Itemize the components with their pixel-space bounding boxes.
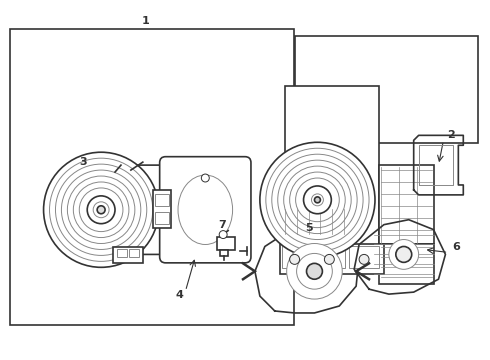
Text: 4: 4 bbox=[175, 290, 183, 300]
Circle shape bbox=[303, 186, 331, 214]
Circle shape bbox=[389, 239, 418, 269]
Circle shape bbox=[290, 172, 345, 228]
Bar bbox=[379, 165, 434, 244]
Circle shape bbox=[68, 176, 135, 243]
Text: 1: 1 bbox=[142, 16, 149, 26]
Circle shape bbox=[55, 164, 147, 255]
Bar bbox=[285, 86, 379, 260]
FancyBboxPatch shape bbox=[106, 165, 171, 255]
Ellipse shape bbox=[178, 175, 233, 244]
Circle shape bbox=[324, 255, 334, 264]
Circle shape bbox=[284, 166, 351, 234]
Bar bbox=[10, 29, 294, 325]
Circle shape bbox=[315, 197, 320, 203]
Circle shape bbox=[396, 247, 412, 262]
Circle shape bbox=[312, 194, 323, 206]
Circle shape bbox=[201, 174, 209, 182]
Circle shape bbox=[219, 231, 227, 239]
Circle shape bbox=[87, 196, 115, 224]
Circle shape bbox=[260, 142, 375, 257]
Circle shape bbox=[290, 255, 299, 264]
Circle shape bbox=[307, 264, 322, 279]
Circle shape bbox=[272, 154, 363, 246]
Bar bbox=[153, 190, 171, 228]
Bar bbox=[316, 247, 345, 268]
Circle shape bbox=[296, 253, 332, 289]
Circle shape bbox=[61, 170, 141, 249]
Text: 5: 5 bbox=[306, 222, 313, 233]
Circle shape bbox=[278, 160, 357, 239]
Bar bbox=[220, 251, 228, 256]
FancyBboxPatch shape bbox=[160, 157, 251, 263]
Text: 2: 2 bbox=[447, 130, 455, 140]
Circle shape bbox=[97, 206, 105, 214]
Text: 7: 7 bbox=[219, 220, 226, 230]
Bar bbox=[217, 237, 235, 251]
Bar bbox=[294, 36, 478, 143]
Bar bbox=[349, 247, 379, 268]
Bar bbox=[113, 247, 143, 264]
Circle shape bbox=[79, 188, 123, 231]
Bar bbox=[129, 249, 139, 257]
Bar bbox=[379, 244, 434, 284]
Circle shape bbox=[44, 152, 159, 267]
Circle shape bbox=[287, 243, 342, 299]
Circle shape bbox=[266, 148, 369, 251]
Text: 6: 6 bbox=[452, 243, 460, 252]
Bar bbox=[155, 194, 169, 206]
Circle shape bbox=[295, 178, 339, 222]
Bar bbox=[117, 249, 127, 257]
Bar bbox=[282, 247, 312, 268]
Circle shape bbox=[93, 202, 109, 218]
Bar bbox=[280, 244, 384, 274]
Circle shape bbox=[74, 182, 129, 238]
Text: 3: 3 bbox=[79, 157, 87, 167]
Circle shape bbox=[49, 158, 153, 261]
Bar bbox=[155, 212, 169, 224]
Circle shape bbox=[359, 255, 369, 264]
Bar bbox=[280, 207, 349, 237]
